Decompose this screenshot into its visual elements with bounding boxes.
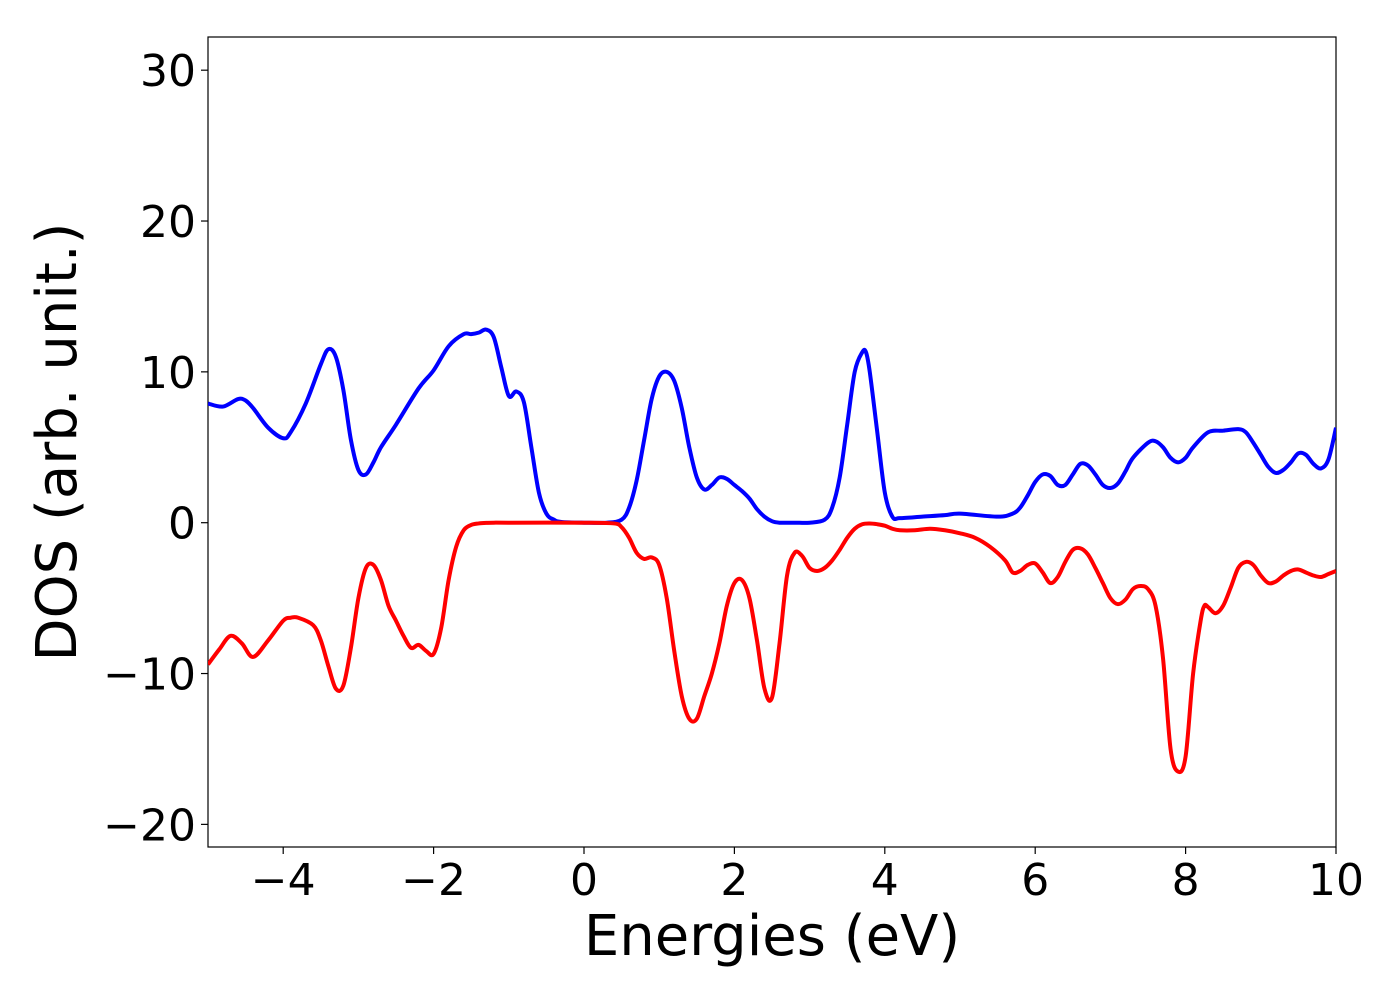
y-tick-label: 20 <box>140 197 196 248</box>
series-layer <box>208 327 1336 775</box>
x-tick-label: 0 <box>570 855 598 906</box>
dos-line-red <box>208 520 1336 775</box>
x-tick-label: 10 <box>1308 855 1364 906</box>
x-tick-label: 2 <box>720 855 748 906</box>
y-tick-label: 30 <box>140 46 196 97</box>
y-tick-label: 0 <box>168 499 196 550</box>
y-tick-label: −10 <box>103 650 196 701</box>
x-axis-title: Energies (eV) <box>584 904 960 969</box>
x-tick-label: 8 <box>1172 855 1200 906</box>
x-tick-label: 4 <box>871 855 899 906</box>
y-tick-label: −20 <box>103 800 196 851</box>
y-axis-ticks: −20 −10 0 10 20 30 <box>103 46 208 851</box>
dos-line-blue <box>208 327 1336 525</box>
x-tick-label: −4 <box>251 855 316 906</box>
x-axis-ticks: −4 −2 0 2 4 6 8 10 <box>251 847 1364 906</box>
x-tick-label: 6 <box>1021 855 1049 906</box>
y-axis-title: DOS (arb. unit.) <box>25 222 90 661</box>
x-tick-label: −2 <box>401 855 466 906</box>
y-tick-label: 10 <box>140 348 196 399</box>
